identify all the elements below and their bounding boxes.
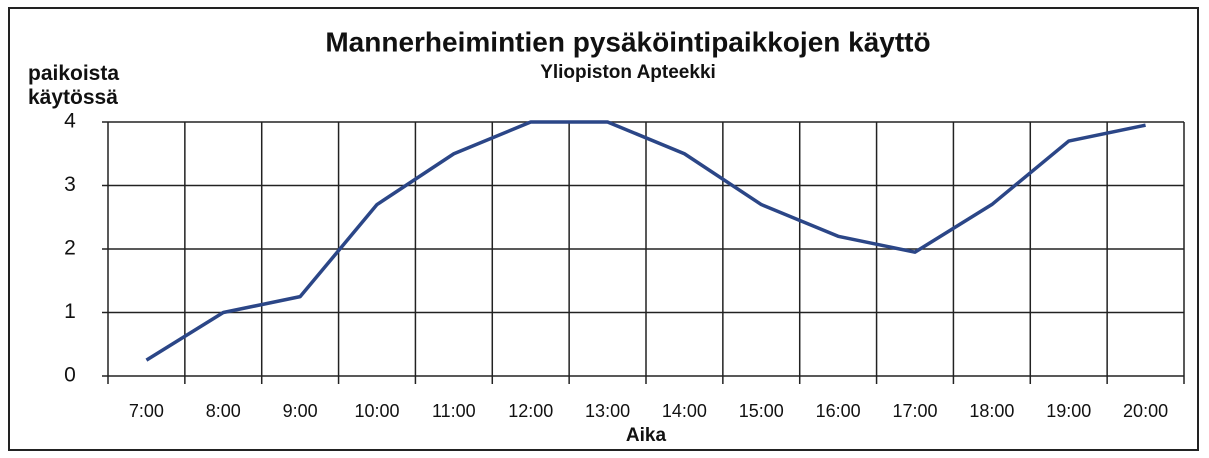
y-tick-label: 1 xyxy=(64,300,76,323)
x-tick-label: 11:00 xyxy=(432,401,476,421)
x-tick-label: 7:00 xyxy=(129,401,164,421)
x-tick-label: 17:00 xyxy=(892,401,937,421)
x-tick-label: 20:00 xyxy=(1123,401,1168,421)
x-tick-label: 10:00 xyxy=(354,401,399,421)
y-axis-label: paikoista käytössä xyxy=(28,62,120,109)
frame xyxy=(8,7,1199,451)
chart-title: Mannerheimintien pysäköintipaikkojen käy… xyxy=(325,26,930,57)
x-tick-label: 12:00 xyxy=(508,401,553,421)
x-axis-label: Aika xyxy=(626,425,667,446)
y-tick-label: 0 xyxy=(64,364,76,387)
y-tick-label: 2 xyxy=(64,237,76,260)
x-tick-label: 18:00 xyxy=(969,401,1014,421)
x-tick-label: 13:00 xyxy=(585,401,630,421)
y-tick-label: 4 xyxy=(64,110,76,133)
data-line xyxy=(145,120,1146,362)
chart-subtitle: Yliopiston Apteekki xyxy=(540,62,716,83)
x-tick-label: 14:00 xyxy=(662,401,707,421)
x-tick-label: 9:00 xyxy=(283,401,318,421)
x-tick-label: 8:00 xyxy=(206,401,241,421)
x-tick-label: 16:00 xyxy=(816,401,861,421)
x-tick-label: 19:00 xyxy=(1046,401,1091,421)
y-tick-label: 3 xyxy=(64,173,76,196)
x-tick-label: 15:00 xyxy=(739,401,784,421)
